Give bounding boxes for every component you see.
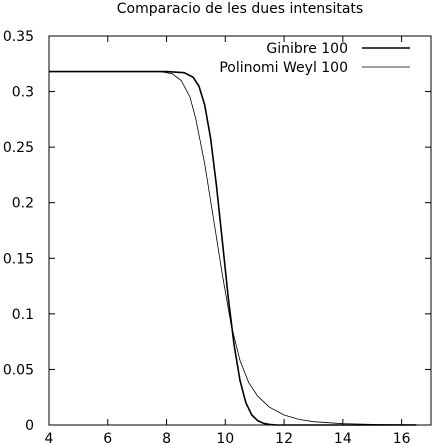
y-tick-label: 0.35 (3, 29, 34, 45)
x-tick-label: 14 (334, 431, 352, 445)
x-tick-label: 16 (393, 431, 411, 445)
y-tick-label: 0.15 (3, 251, 34, 267)
x-tick-label: 4 (45, 431, 54, 445)
series-layer (49, 70, 417, 426)
x-tick-label: 8 (162, 431, 171, 445)
legend-label-1: Polinomi Weyl 100 (219, 60, 348, 76)
legend-label-0: Ginibre 100 (266, 41, 348, 57)
y-tick-label: 0.3 (12, 85, 34, 101)
y-tick-label: 0.25 (3, 140, 34, 156)
y-tick-label: 0.1 (12, 307, 34, 323)
series-line-1 (49, 71, 417, 426)
x-tick-label: 10 (216, 431, 234, 445)
y-tick-label: 0.2 (12, 196, 34, 212)
y-tick-label: 0.05 (3, 362, 34, 378)
series-line-0 (49, 70, 417, 426)
chart-title: Comparacio de les dues intensitats (117, 1, 363, 17)
x-tick-label: 12 (275, 431, 293, 445)
plot-frame (48, 35, 432, 426)
y-tick-label: 0 (25, 418, 34, 434)
axis-ticks: 4 6 8 10 12 14 16 0 0.05 0.1 0.15 0.2 0.25 0.3 0.35 (3, 29, 431, 445)
x-tick-label: 6 (103, 431, 112, 445)
legend: Ginibre 100 Polinomi Weyl 100 (219, 41, 410, 76)
